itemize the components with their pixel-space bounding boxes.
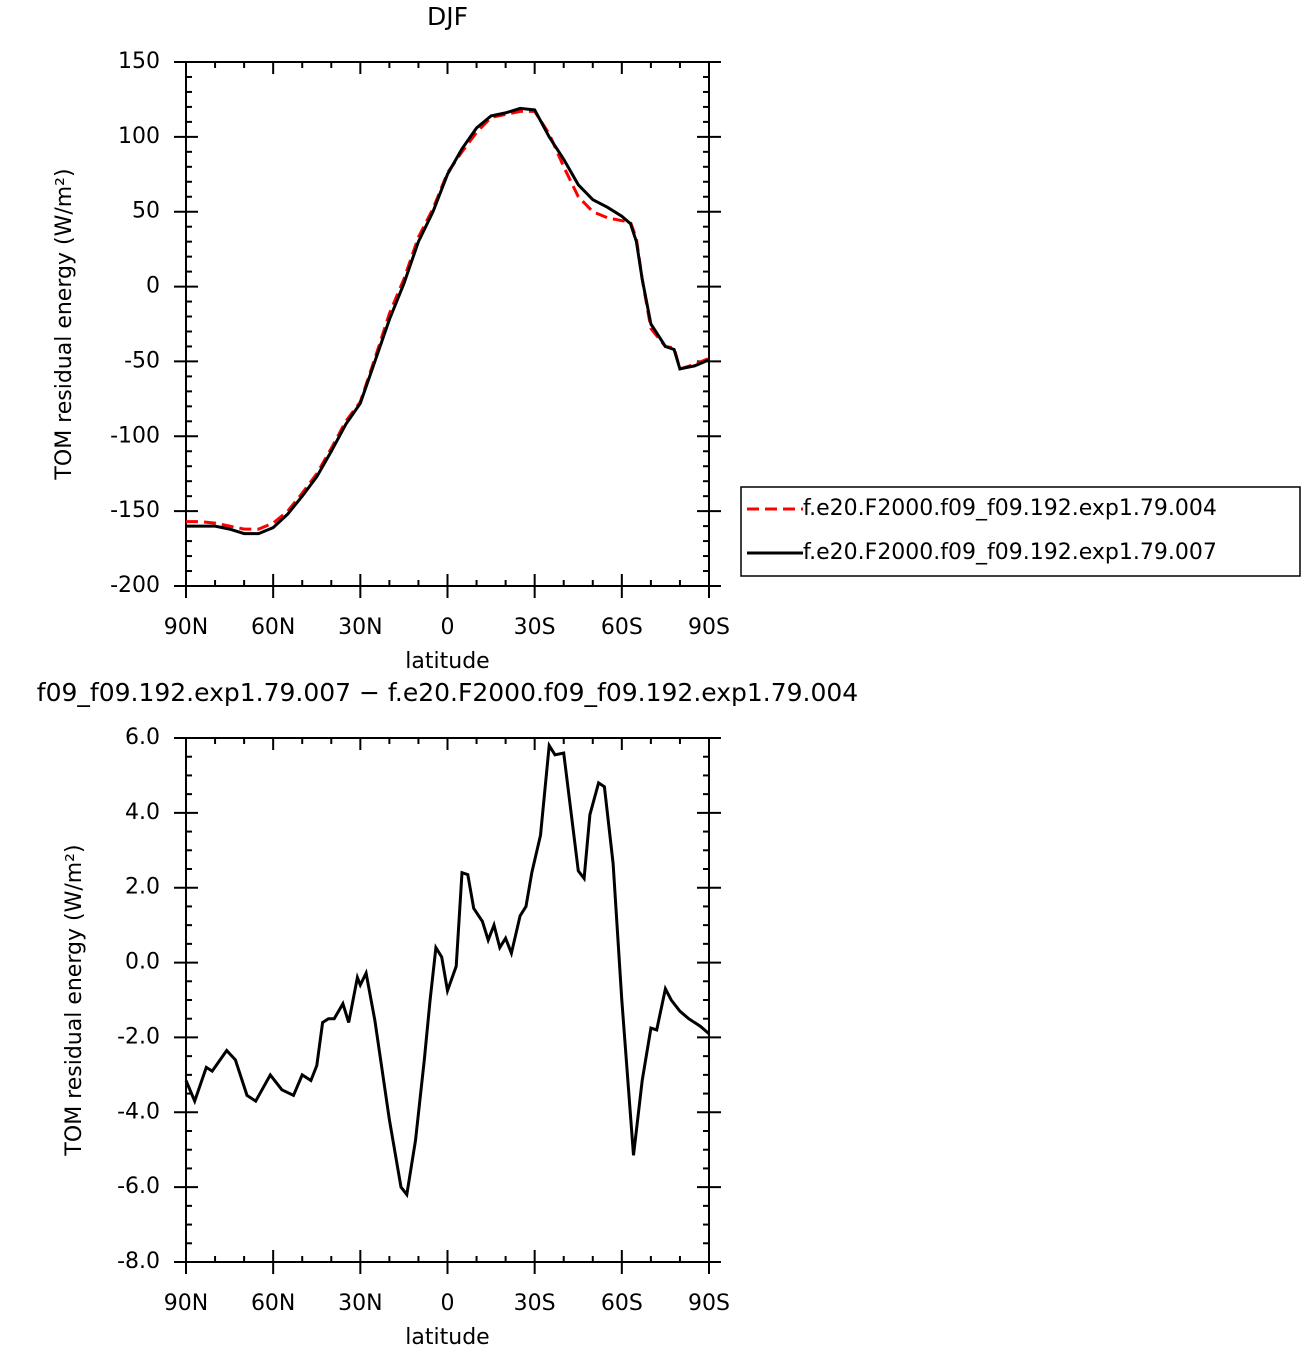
y-tick-label: -150 [110,498,160,523]
y-tick-label: -6.0 [117,1174,160,1199]
plot-frame [185,737,710,1263]
x-tick-label: 90S [688,1291,730,1316]
x-tick-label: 0 [441,615,455,640]
y-tick-label: 150 [118,49,160,74]
y-tick-label: -2.0 [117,1024,160,1049]
legend-label: f.e20.F2000.f09_f09.192.exp1.79.004 [803,496,1217,521]
chart-title: DJF [427,2,468,31]
y-tick-label: -8.0 [117,1249,160,1274]
chart-title: f09_f09.192.exp1.79.007 − f.e20.F2000.f0… [37,678,858,707]
y-tick-label: -200 [110,573,160,598]
x-axis-label: latitude [405,1325,489,1350]
x-tick-label: 60S [601,1291,643,1316]
x-tick-label: 0 [441,1291,455,1316]
y-tick-label: 0.0 [125,950,160,975]
x-tick-label: 60N [251,1291,295,1316]
legend-label: f.e20.F2000.f09_f09.192.exp1.79.007 [803,540,1217,565]
x-tick-label: 90N [164,1291,208,1316]
y-tick-label: -4.0 [117,1099,160,1124]
x-tick-label: 30N [338,615,382,640]
y-tick-label: -50 [124,348,160,373]
plot-frame [185,61,710,587]
x-tick-label: 30N [338,1291,382,1316]
x-tick-label: 30S [514,615,556,640]
x-tick-label: 60N [251,615,295,640]
x-tick-label: 90N [164,615,208,640]
y-tick-label: 6.0 [125,725,160,750]
x-tick-label: 90S [688,615,730,640]
y-axis-label: TOM residual energy (W/m²) [62,844,87,1156]
y-tick-label: 0 [146,274,160,299]
y-tick-label: 2.0 [125,875,160,900]
x-tick-label: 30S [514,1291,556,1316]
data-line [186,106,710,536]
y-axis-label: TOM residual energy (W/m²) [52,168,77,480]
legend-box [740,486,1301,577]
x-axis-label: latitude [405,649,489,674]
y-tick-label: -100 [110,423,160,448]
y-tick-label: 4.0 [125,800,160,825]
y-tick-label: 50 [132,199,160,224]
y-tick-label: 100 [118,124,160,149]
data-line [184,740,710,1199]
x-tick-label: 60S [601,615,643,640]
